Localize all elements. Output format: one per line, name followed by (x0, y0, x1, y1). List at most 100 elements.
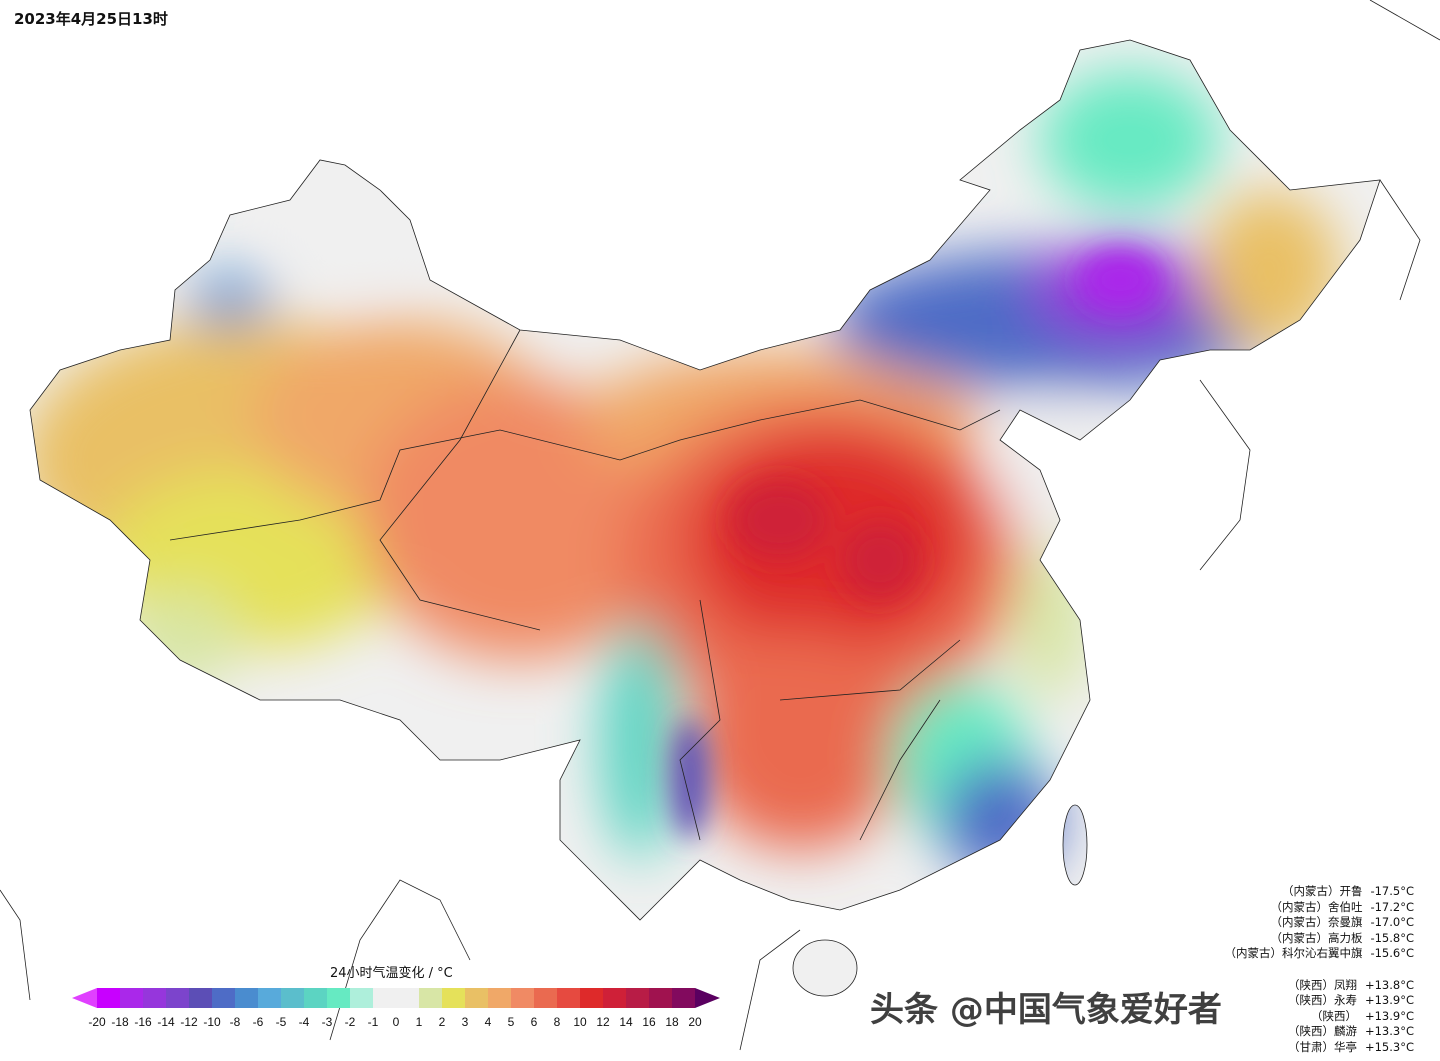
station-value: +13.9°C (1364, 993, 1414, 1007)
colorbar-swatch (281, 988, 304, 1008)
station-station: 奈曼旗 (1327, 915, 1363, 929)
colorbar-swatch (442, 988, 465, 1008)
colorbar-swatch (166, 988, 189, 1008)
station-stats: （内蒙古）开鲁 -17.5°C （内蒙古）舍伯吐 -17.2°C （内蒙古）奈曼旗 -17… (1224, 884, 1414, 1055)
colorbar-tick-label: 18 (665, 1015, 679, 1029)
colorbar-swatch (120, 988, 143, 1008)
station-row: （陕西） +13.9°C (1224, 1009, 1414, 1025)
station-value: -17.0°C (1370, 915, 1414, 929)
colorbar-tick-label: 3 (461, 1015, 469, 1029)
station-region: （内蒙古） (1270, 915, 1328, 929)
colorbar-swatch (465, 988, 488, 1008)
colorbar-swatch (350, 988, 373, 1008)
colorbar-swatch (511, 988, 534, 1008)
colorbar-tick-label: -18 (111, 1015, 129, 1029)
colorbar-tick-label: 4 (484, 1015, 492, 1029)
station-row: （内蒙古）开鲁 -17.5°C (1224, 884, 1414, 900)
colorbar-tick-label: -10 (203, 1015, 221, 1029)
colorbar-tick-label: 20 (688, 1015, 702, 1029)
colorbar-swatch (603, 988, 626, 1008)
colorbar-tick-label: -12 (180, 1015, 198, 1029)
station-region: （陕西） (1310, 1008, 1357, 1023)
colorbar-tick-label: 14 (619, 1015, 633, 1029)
colorbar-tick-label: 16 (642, 1015, 656, 1029)
station-row: （内蒙古）科尔沁右翼中旗 -15.6°C (1224, 946, 1414, 962)
map-title: 2023年4月25日13时 (14, 10, 168, 28)
colorbar-swatch (373, 988, 396, 1008)
colorbar-swatch (557, 988, 580, 1008)
station-row: （陕西）凤翔 +13.8°C (1224, 978, 1414, 994)
colorbar-swatch (327, 988, 350, 1008)
station-region: （陕西） (1287, 993, 1334, 1007)
colorbar-tick-label: 8 (553, 1015, 561, 1029)
colorbar-swatch (419, 988, 442, 1008)
station-station: 科尔沁右翼中旗 (1281, 946, 1363, 960)
colorbar-swatch (97, 988, 120, 1008)
station-station: 凤翔 (1333, 977, 1357, 992)
colorbar-tick-label: 2 (438, 1015, 446, 1029)
colorbar-swatch (580, 988, 603, 1008)
station-station: 开鲁 (1339, 884, 1363, 898)
colorbar-swatch (212, 988, 235, 1008)
colorbar-swatch (143, 988, 166, 1008)
station-row: （内蒙古）高力板 -15.8°C (1224, 931, 1414, 947)
station-station: 永寿 (1333, 993, 1357, 1007)
colorbar-swatch (258, 988, 281, 1008)
colorbar-swatch (488, 988, 511, 1008)
colorbar-tick-label: -3 (321, 1015, 333, 1029)
colorbar-swatch (235, 988, 258, 1008)
station-region: （甘肃） (1287, 1039, 1334, 1054)
colorbar-tick-label: -14 (157, 1015, 175, 1029)
station-row: （内蒙古）奈曼旗 -17.0°C (1224, 915, 1414, 931)
colorbar-swatch (304, 988, 327, 1008)
colorbar-tick-label: 10 (573, 1015, 587, 1029)
colorbar-tick-label: -16 (134, 1015, 152, 1029)
station-region: （内蒙古） (1270, 930, 1328, 945)
station-region: （陕西） (1287, 977, 1334, 992)
colorbar-tick-label: 1 (415, 1015, 423, 1029)
colorbar-tick-label: 5 (507, 1015, 515, 1029)
colorbar-swatch (396, 988, 419, 1008)
colorbar-tick-label: -4 (298, 1015, 310, 1029)
station-row: （陕西）永寿 +13.9°C (1224, 993, 1414, 1009)
station-region: （内蒙古） (1224, 946, 1282, 960)
station-value: -15.8°C (1370, 930, 1414, 945)
colorbar-title: 24小时气温变化 / °C (330, 966, 453, 981)
station-value: +15.3°C (1364, 1039, 1414, 1054)
station-station: 舍伯吐 (1327, 899, 1363, 914)
watermark: 头条 @中国气象爱好者 (870, 990, 1222, 1030)
station-value: +13.8°C (1364, 977, 1414, 992)
colorbar-swatch (649, 988, 672, 1008)
station-region: （内蒙古） (1270, 899, 1328, 914)
station-value: -15.6°C (1370, 946, 1414, 960)
colorbar-swatch (672, 988, 695, 1008)
station-station: 华亭 (1333, 1039, 1357, 1054)
station-value: +13.9°C (1364, 1008, 1414, 1023)
station-region: （内蒙古） (1281, 884, 1340, 898)
colorbar-tick-label: 0 (392, 1015, 400, 1029)
colorbar-tick-label: -8 (229, 1015, 241, 1029)
station-station: 高力板 (1327, 930, 1363, 945)
station-value: +13.3°C (1364, 1024, 1414, 1038)
colorbar-tick-label: 6 (530, 1015, 538, 1029)
colorbar-labels: -20 -18 -16 -14 -12 -10 -8 -6 -5 -4 -3 -2 -1 0 1 2 3 4 5 6 8… (88, 1015, 701, 1031)
station-value: -17.2°C (1370, 899, 1414, 914)
station-region: （陕西） (1287, 1024, 1334, 1038)
colorbar-tick-label: -6 (252, 1015, 264, 1029)
colorbar-tick-label: -20 (88, 1015, 106, 1029)
colorbar-tick-label: -2 (344, 1015, 356, 1029)
colorbar-max-arrow (695, 988, 720, 1008)
station-value: -17.5°C (1370, 884, 1414, 898)
station-row: （陕西）麟游 +13.3°C (1224, 1024, 1414, 1040)
station-station: 麟游 (1333, 1024, 1357, 1038)
colorbar-swatch (534, 988, 557, 1008)
station-row: （内蒙古）舍伯吐 -17.2°C (1224, 900, 1414, 916)
colorbar (72, 988, 720, 1008)
colorbar-swatch (189, 988, 212, 1008)
station-row: （甘肃）华亭 +15.3°C (1224, 1040, 1414, 1056)
colorbar-tick-label: -5 (275, 1015, 287, 1029)
colorbar-tick-label: 12 (596, 1015, 610, 1029)
colorbar-swatch (626, 988, 649, 1008)
